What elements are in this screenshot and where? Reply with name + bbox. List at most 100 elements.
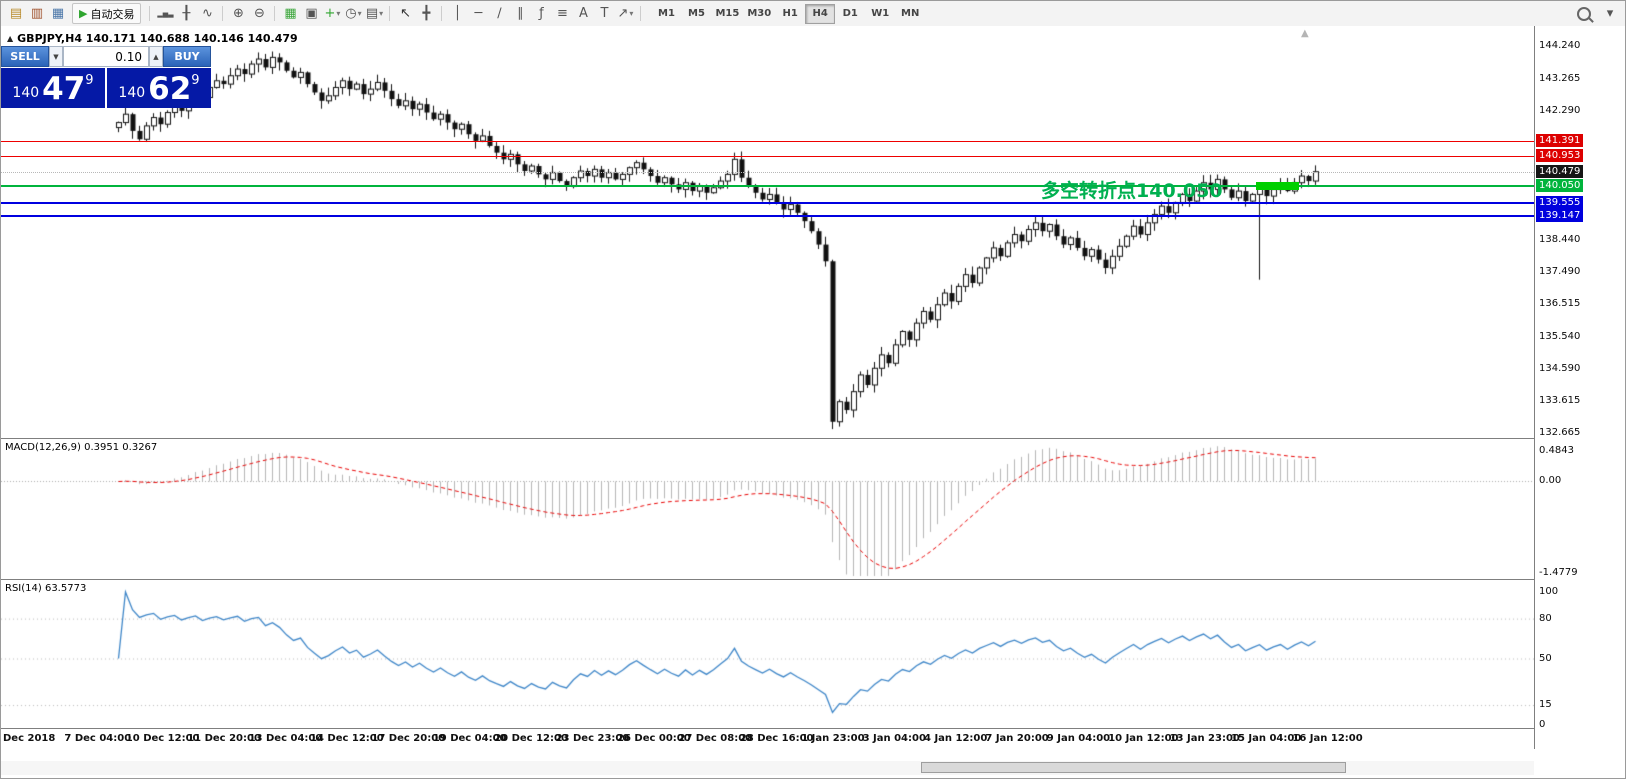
grid-icon-glyph: ▦ <box>284 6 297 21</box>
crosshair-icon[interactable]: ╋ <box>416 4 436 24</box>
chart-shift-marker[interactable]: ▲ <box>1301 28 1309 39</box>
vertical-line-icon[interactable]: │ <box>447 4 467 24</box>
time-axis-label: 28 Dec 16:00 <box>739 733 814 744</box>
timeframe-h4[interactable]: H4 <box>805 3 836 24</box>
price-axis-label: 132.665 <box>1539 426 1581 438</box>
template-icon-dropdown[interactable]: ▾ <box>379 9 384 18</box>
horizontal-line[interactable] <box>1 171 1534 173</box>
line-chart-icon-glyph: ∿ <box>202 6 213 21</box>
price-badge: 139.147 <box>1536 209 1584 223</box>
rsi-panel: RSI(14) 63.5773 <box>1 580 1534 728</box>
price-axis-label: 143.265 <box>1539 72 1581 84</box>
volume-decrease-button[interactable]: ▼ <box>49 46 63 67</box>
horizontal-line[interactable] <box>1 155 1534 157</box>
scrollbar-thumb[interactable] <box>921 762 1346 773</box>
panel-separator <box>1 728 1625 729</box>
timeframe-h1[interactable]: H1 <box>782 8 798 19</box>
annotation-text[interactable]: 多空转折点140.050 <box>1041 180 1223 202</box>
timeframe-m15[interactable]: M15 <box>715 8 740 19</box>
timeframe-d1[interactable]: D1 <box>842 8 858 19</box>
macd-axis-label: 0.4843 <box>1539 444 1574 456</box>
time-axis-label: 1 Jan 23:00 <box>801 733 865 744</box>
price-badge: 140.479 <box>1536 164 1584 178</box>
new-order-icon[interactable]: ▤ <box>6 4 26 24</box>
buy-price-big: 62 <box>148 71 192 107</box>
price-badge: 139.555 <box>1536 195 1584 209</box>
candlestick-icon-glyph: ╂ <box>182 6 191 21</box>
arrows-icon-dropdown[interactable]: ▾ <box>629 9 634 18</box>
timeframe-mn[interactable]: MN <box>901 8 920 19</box>
tile-windows-icon[interactable]: ▣ <box>301 4 321 24</box>
cursor-icon[interactable]: ↖ <box>395 4 415 24</box>
price-axis[interactable]: 144.240 143.265 142.290 138.440 137.490 136.5… <box>1535 26 1625 749</box>
fibonacci-icon[interactable]: ƒ <box>531 4 551 24</box>
horizontal-line[interactable] <box>1 215 1534 218</box>
bar-chart-icon[interactable]: ▂▅▃ <box>155 4 175 24</box>
sell-price-main: 140 <box>12 85 40 101</box>
macd-panel: MACD(12,26,9) 0.3951 0.3267 <box>1 439 1534 579</box>
add-indicator-icon-dropdown[interactable]: ▾ <box>336 9 341 18</box>
time-axis-label: 13 Jan 23:00 <box>1169 733 1240 744</box>
time-axis[interactable]: Dec 2018 7 Dec 04:00 10 Dec 12:00 11 Dec 20… <box>1 729 1534 751</box>
horizontal-line-icon-glyph: ─ <box>474 6 483 21</box>
line-chart-icon[interactable]: ∿ <box>197 4 217 24</box>
period-icon-glyph: ◷ <box>345 6 357 21</box>
template-icon[interactable]: ▤ ▾ <box>364 4 384 24</box>
market-watch-icon[interactable]: ▥ <box>27 4 47 24</box>
vertical-line-icon-glyph: │ <box>453 6 462 21</box>
candlestick-icon[interactable]: ╂ <box>176 4 196 24</box>
sell-price-display[interactable]: 140 47 9 <box>1 68 105 108</box>
arrows-icon[interactable]: ↗ ▾ <box>615 4 635 24</box>
add-indicator-icon-glyph: + <box>324 6 336 21</box>
bar-chart-icon-glyph: ▂▅▃ <box>157 9 174 18</box>
panel-separator <box>1 438 1625 439</box>
add-indicator-icon[interactable]: + ▾ <box>322 4 342 24</box>
chart-window-icon[interactable]: ▦ <box>48 4 68 24</box>
rsi-canvas[interactable] <box>1 580 1534 728</box>
horizontal-line[interactable] <box>1 201 1534 204</box>
chart-window-icon-glyph: ▦ <box>51 6 65 21</box>
time-axis-label: 10 Jan 12:00 <box>1108 733 1179 744</box>
timeframe-m30[interactable]: M30 <box>747 8 772 19</box>
zoom-in-icon[interactable]: ⊕ <box>228 4 248 24</box>
timeframe-m1[interactable]: M1 <box>658 8 675 19</box>
auto-trading-button[interactable]: ▶ 自动交易 <box>72 3 142 24</box>
price-chart-canvas[interactable] <box>1 26 1534 438</box>
horizontal-line[interactable] <box>1 185 1534 188</box>
price-axis-label: 142.290 <box>1539 105 1581 117</box>
sell-button[interactable]: SELL <box>1 46 49 67</box>
magnifier-glyph <box>1577 6 1591 21</box>
volume-input[interactable]: 0.10 <box>63 46 149 67</box>
trendline-icon[interactable]: ∕ <box>489 4 509 24</box>
timeframe-group: M1 M5 M15 M30 H1 H4 D1 W1 MN <box>651 3 925 24</box>
equidistant-channel-icon[interactable]: ∥ <box>510 4 530 24</box>
cursor-icon-glyph: ↖ <box>400 6 411 21</box>
text-icon[interactable]: A <box>573 4 593 24</box>
buy-price-display[interactable]: 140 62 9 <box>107 68 211 108</box>
shapes-icon[interactable]: ≡ <box>552 4 572 24</box>
grid-icon[interactable]: ▦ <box>280 4 300 24</box>
toolbar-separator <box>222 6 224 21</box>
zoom-out-icon[interactable]: ⊖ <box>249 4 269 24</box>
toolbar-overflow-icon[interactable]: ▾ <box>1606 6 1614 21</box>
time-axis-label: 26 Dec 00:00 <box>617 733 691 744</box>
period-icon-dropdown[interactable]: ▾ <box>357 9 362 18</box>
timeframe-w1[interactable]: W1 <box>871 8 890 19</box>
horizontal-scrollbar[interactable] <box>1 761 1534 775</box>
horizontal-line-icon[interactable]: ─ <box>468 4 488 24</box>
volume-increase-button[interactable]: ▲ <box>149 46 163 67</box>
timeframe-m5[interactable]: M5 <box>688 8 705 19</box>
period-icon[interactable]: ◷ ▾ <box>343 4 363 24</box>
buy-button[interactable]: BUY <box>163 46 211 67</box>
search-icon[interactable] <box>1574 4 1594 24</box>
macd-canvas[interactable] <box>1 439 1534 579</box>
toolbar-separator <box>274 6 276 21</box>
symbol-direction-icon: ▲ <box>7 34 14 43</box>
horizontal-line[interactable] <box>1 141 1534 143</box>
new-order-icon-glyph: ▤ <box>9 6 23 21</box>
crosshair-icon-glyph: ╋ <box>422 6 431 21</box>
toolbar-left: ▤ ▥ ▦ ▶ 自动交易 ▂▅▃ ╂ ∿ ⊕ ⊖ ▦ ▣ + ▾ ◷ ▾ ▤ ▾ ↖ ╋ │ ─ ∕ ∥ ƒ ≡ A T ↗ ▾ <box>6 3 645 24</box>
text-label-icon[interactable]: T <box>594 4 614 24</box>
highlight-rectangle[interactable] <box>1256 182 1299 191</box>
